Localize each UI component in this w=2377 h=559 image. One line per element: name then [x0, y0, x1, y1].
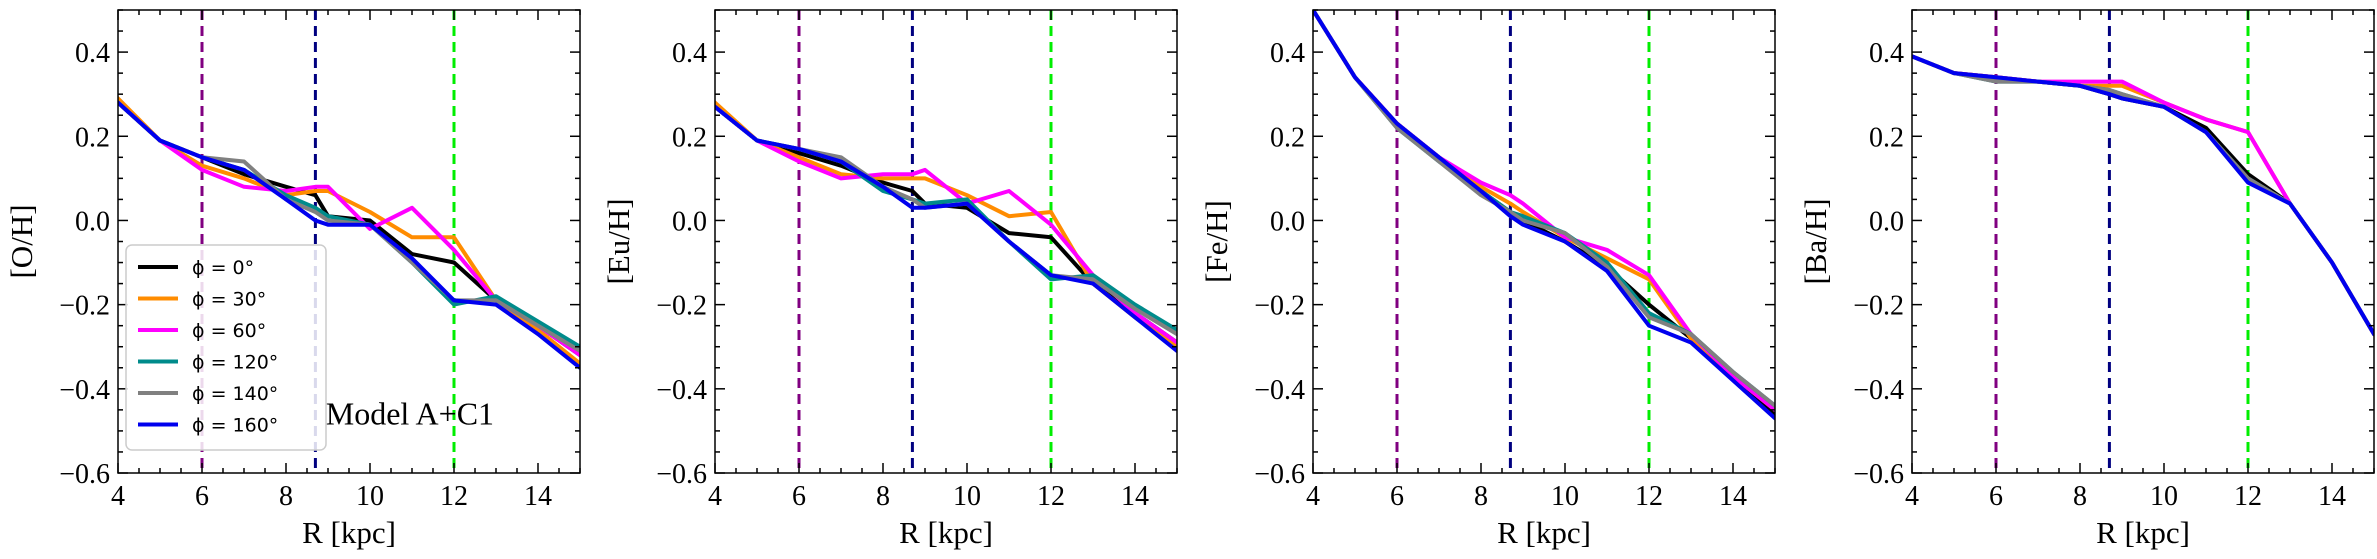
x-tick-label: 6	[1390, 481, 1404, 512]
x-tick-label: 4	[111, 481, 125, 512]
series-line-2	[715, 100, 1177, 349]
x-tick-label: 12	[2234, 481, 2262, 512]
panel-3: 4 6 8 10 12 14 −0.6 −0.4 −0.2 0.0 0.2 0.4 R [kpc] [Fe…	[1199, 9, 1776, 550]
series-group	[1912, 54, 2374, 337]
x-tick-label: 10	[953, 481, 981, 512]
x-tick-label: 10	[1551, 481, 1579, 512]
x-tick-label: 12	[1635, 481, 1663, 512]
x-axis-label: R [kpc]	[899, 515, 993, 550]
series-line-6	[1313, 10, 1775, 421]
y-tick-label: 0.0	[1869, 206, 1904, 237]
y-tick-label: −0.2	[1254, 291, 1305, 322]
x-tick-label: 14	[1121, 481, 1149, 512]
legend-label-4: ϕ = 120°	[192, 352, 278, 374]
x-tick-label: 12	[1037, 481, 1065, 512]
y-tick-label: −0.2	[1853, 291, 1904, 322]
x-tick-label: 12	[440, 481, 468, 512]
series-line-6	[1912, 54, 2374, 337]
series-line-5	[1313, 10, 1775, 408]
y-tick-label: −0.4	[1254, 375, 1305, 406]
series-line-5	[715, 104, 1177, 337]
y-tick-label: 0.0	[75, 206, 110, 237]
x-tick-label: 10	[2150, 481, 2178, 512]
x-tick-label: 8	[279, 481, 293, 512]
y-tick-label: −0.6	[656, 459, 707, 490]
legend-label-2: ϕ = 30°	[192, 289, 266, 311]
series-line-1	[1912, 54, 2374, 337]
axes-frame	[714, 9, 1178, 474]
x-tick-label: 6	[1989, 481, 2003, 512]
series-group	[1313, 10, 1775, 421]
series-line-6	[118, 100, 580, 370]
series-group	[118, 96, 580, 370]
x-axis-label: R [kpc]	[2096, 515, 2190, 550]
y-tick-label: −0.2	[59, 291, 110, 322]
y-tick-label: 0.2	[672, 122, 707, 153]
y-tick-label: 0.2	[75, 122, 110, 153]
y-tick-label: 0.4	[1869, 38, 1904, 69]
legend: ϕ = 0° ϕ = 30° ϕ = 60° ϕ = 120° ϕ = 140° ϕ = …	[125, 244, 327, 451]
y-tick-label: 0.4	[75, 38, 110, 69]
y-tick-label: −0.4	[1853, 375, 1904, 406]
series-group	[715, 100, 1177, 353]
x-tick-label: 8	[1474, 481, 1488, 512]
y-tick-label: −0.4	[59, 375, 110, 406]
y-tick-label: −0.6	[1853, 459, 1904, 490]
legend-label-3: ϕ = 60°	[192, 320, 266, 342]
series-line-4	[1912, 54, 2374, 337]
x-tick-label: 6	[195, 481, 209, 512]
y-tick-label: 0.2	[1270, 122, 1305, 153]
y-tick-label: 0.0	[672, 206, 707, 237]
y-tick-label: −0.4	[656, 375, 707, 406]
x-axis-label: R [kpc]	[302, 515, 396, 550]
y-tick-label: −0.2	[656, 291, 707, 322]
legend-label-5: ϕ = 140°	[192, 383, 278, 405]
legend-box	[125, 244, 327, 451]
x-tick-label: 6	[792, 481, 806, 512]
panel-4: 4 6 8 10 12 14 −0.6 −0.4 −0.2 0.0 0.2 0.4 R [kpc] [Ba…	[1798, 9, 2375, 550]
x-tick-label: 14	[524, 481, 552, 512]
x-tick-label: 8	[2073, 481, 2087, 512]
y-tick-label: 0.4	[1270, 38, 1305, 69]
y-tick-label: −0.6	[59, 459, 110, 490]
model-annotation: Model A+C1	[326, 396, 494, 432]
series-line-6	[715, 104, 1177, 353]
series-line-3	[1912, 54, 2374, 337]
x-axis-label: R [kpc]	[1497, 515, 1591, 550]
y-tick-label: 0.0	[1270, 206, 1305, 237]
x-tick-label: 8	[876, 481, 890, 512]
legend-label-1: ϕ = 0°	[192, 257, 254, 279]
series-line-5	[1912, 54, 2374, 337]
x-tick-label: 14	[2318, 481, 2346, 512]
y-tick-label: 0.2	[1869, 122, 1904, 153]
series-line-2	[1912, 54, 2374, 337]
x-tick-label: 4	[708, 481, 722, 512]
y-axis-label: [Fe/H]	[1199, 200, 1234, 283]
y-axis-label: [Eu/H]	[601, 198, 636, 284]
x-tick-label: 10	[356, 481, 384, 512]
axes-frame	[1312, 9, 1776, 474]
legend-label-6: ϕ = 160°	[192, 415, 278, 437]
series-line-1	[715, 104, 1177, 345]
panel-2: 4 6 8 10 12 14 −0.6 −0.4 −0.2 0.0 0.2 0.4 R [kpc] [Eu…	[601, 9, 1178, 550]
y-axis-label: [O/H]	[4, 204, 39, 278]
x-tick-label: 4	[1306, 481, 1320, 512]
y-axis-label: [Ba/H]	[1798, 198, 1833, 284]
panel-1: 4 6 8 10 12 14 −0.6 −0.4 −0.2 0.0 0.2 0.4 R [kpc] [O/…	[4, 9, 581, 550]
series-line-3	[715, 104, 1177, 345]
y-tick-label: 0.4	[672, 38, 707, 69]
x-tick-label: 14	[1719, 481, 1747, 512]
x-tick-label: 4	[1905, 481, 1919, 512]
y-tick-label: −0.6	[1254, 459, 1305, 490]
